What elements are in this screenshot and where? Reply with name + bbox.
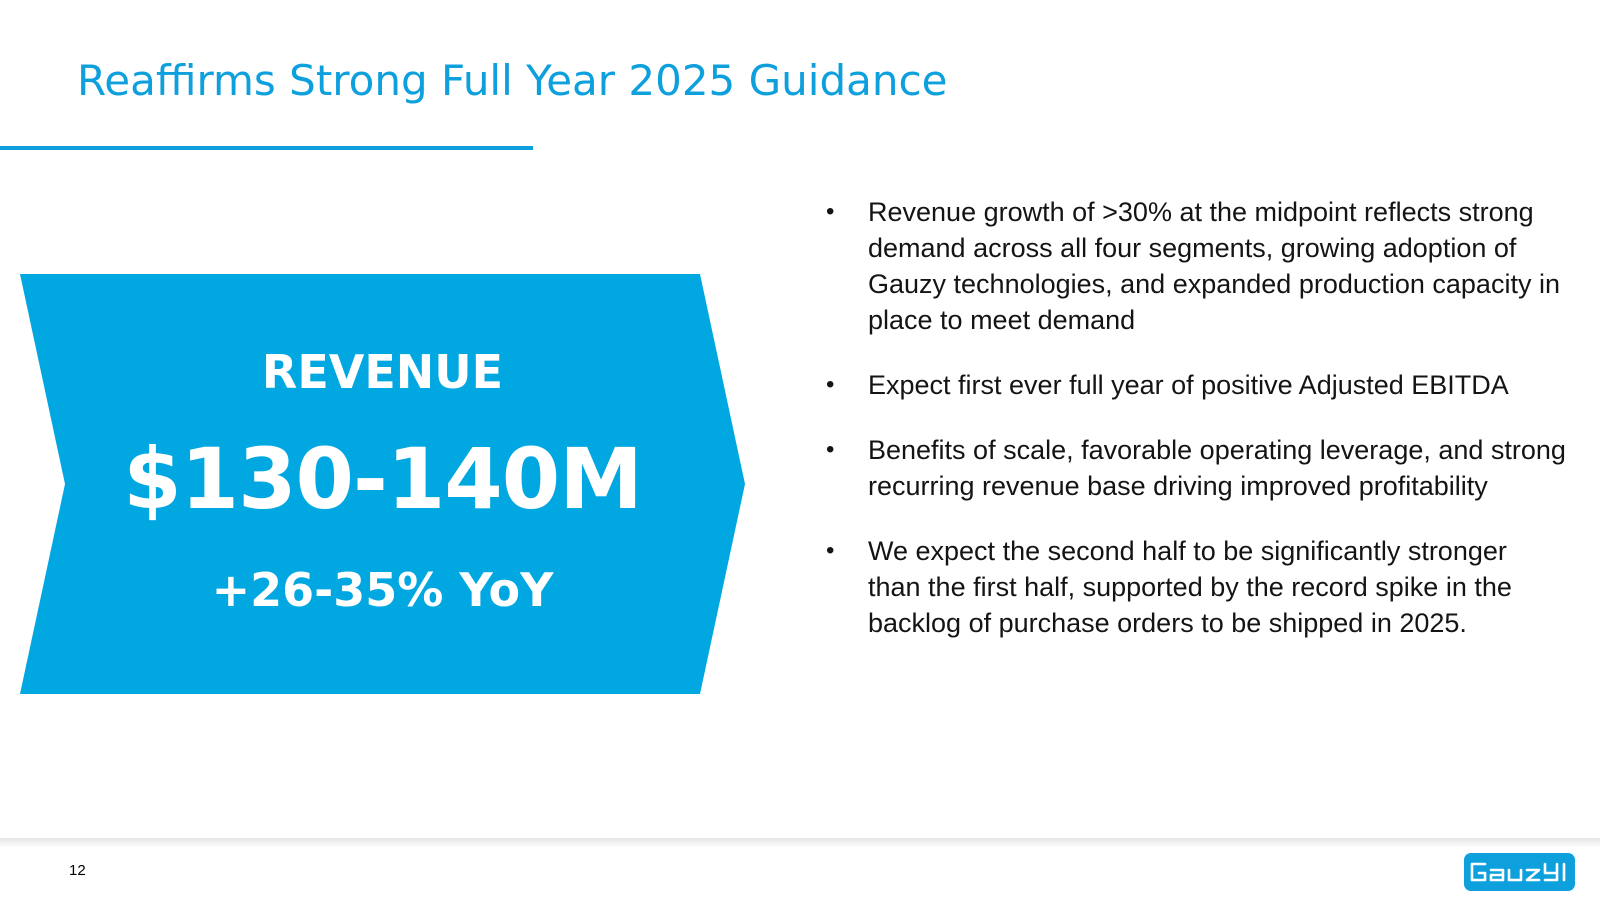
title-underline xyxy=(0,146,533,150)
guidance-label: REVENUE xyxy=(261,345,504,399)
chevron-shape xyxy=(20,274,745,694)
bullet-item: • Revenue growth of >30% at the midpoint… xyxy=(826,194,1566,338)
footer-divider xyxy=(0,838,1600,848)
bullet-text: Benefits of scale, favorable operating l… xyxy=(868,435,1566,501)
bullet-item: • Benefits of scale, favorable operating… xyxy=(826,432,1566,504)
slide-title: Reaffirms Strong Full Year 2025 Guidance xyxy=(77,56,948,105)
bullet-dot-icon: • xyxy=(826,198,835,225)
bullet-text: Expect first ever full year of positive … xyxy=(868,370,1509,400)
bullet-list: • Revenue growth of >30% at the midpoint… xyxy=(826,194,1566,641)
bullet-dot-icon: • xyxy=(826,436,835,463)
revenue-guidance-chevron: REVENUE $130-140M +26-35% YoY xyxy=(20,274,745,694)
bullet-item: • We expect the second half to be signif… xyxy=(826,533,1566,641)
bullet-text: We expect the second half to be signific… xyxy=(868,536,1512,638)
page-number: 12 xyxy=(69,862,86,879)
guidance-value: $130-140M xyxy=(123,430,643,528)
bullet-text: Revenue growth of >30% at the midpoint r… xyxy=(868,197,1560,335)
guidance-growth: +26-35% YoY xyxy=(211,563,554,617)
bullet-dot-icon: • xyxy=(826,371,835,398)
gauzy-logo-icon xyxy=(1464,853,1575,891)
bullet-dot-icon: • xyxy=(826,537,835,564)
bullet-item: • Expect first ever full year of positiv… xyxy=(826,367,1566,403)
logo-graphic xyxy=(1464,853,1575,891)
